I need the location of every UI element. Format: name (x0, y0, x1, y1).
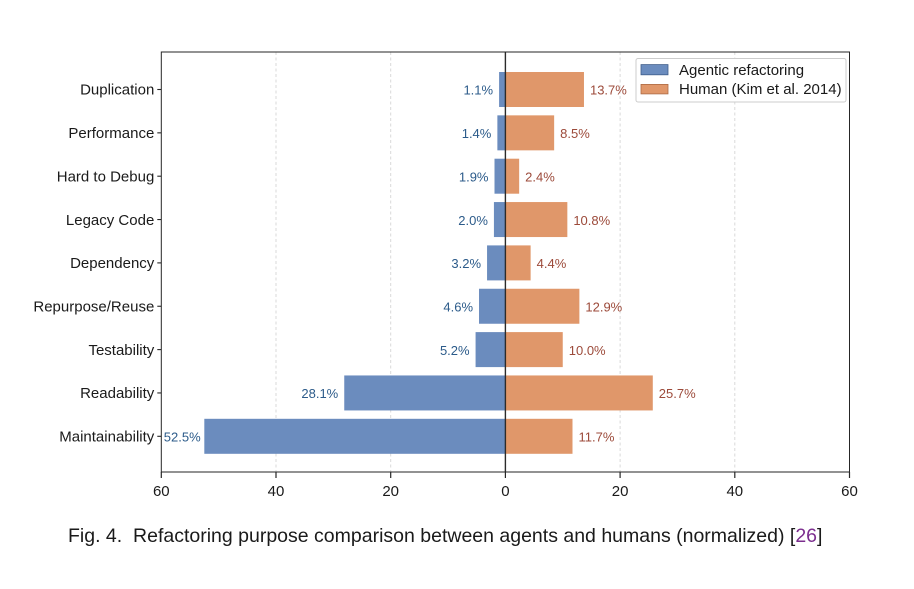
svg-text:40: 40 (268, 483, 285, 500)
svg-text:Duplication: Duplication (80, 82, 154, 99)
svg-text:Testability: Testability (88, 342, 154, 359)
svg-text:4.4%: 4.4% (537, 256, 567, 271)
svg-text:1.9%: 1.9% (459, 169, 489, 184)
svg-text:25.7%: 25.7% (659, 386, 696, 401)
svg-text:40: 40 (726, 483, 743, 500)
svg-text:Performance: Performance (68, 125, 154, 142)
svg-text:52.5%: 52.5% (164, 430, 201, 445)
svg-text:5.2%: 5.2% (440, 343, 470, 358)
svg-text:0: 0 (501, 483, 509, 500)
svg-text:4.6%: 4.6% (443, 299, 473, 314)
svg-text:Hard to Debug: Hard to Debug (57, 168, 155, 185)
svg-text:Repurpose/Reuse: Repurpose/Reuse (33, 298, 154, 315)
svg-text:1.4%: 1.4% (462, 126, 492, 141)
svg-text:12.9%: 12.9% (585, 299, 622, 314)
svg-text:10.8%: 10.8% (573, 213, 610, 228)
svg-text:Fig. 4. Refactoring purpose c: Fig. 4. Refactoring purpose comparison b… (68, 525, 822, 547)
svg-text:60: 60 (841, 483, 858, 500)
svg-text:13.7%: 13.7% (590, 83, 627, 98)
svg-text:Human (Kim et al. 2014): Human (Kim et al. 2014) (679, 81, 842, 98)
svg-text:20: 20 (382, 483, 399, 500)
svg-text:Dependency: Dependency (70, 255, 155, 272)
svg-text:10.0%: 10.0% (569, 343, 606, 358)
svg-text:Maintainability: Maintainability (59, 429, 155, 446)
svg-text:28.1%: 28.1% (301, 386, 338, 401)
svg-text:60: 60 (153, 483, 170, 500)
svg-text:1.1%: 1.1% (463, 83, 493, 98)
svg-text:3.2%: 3.2% (451, 256, 481, 271)
svg-text:2.4%: 2.4% (525, 169, 555, 184)
svg-text:Readability: Readability (80, 385, 155, 402)
svg-text:Legacy Code: Legacy Code (66, 212, 154, 229)
svg-text:2.0%: 2.0% (458, 213, 488, 228)
svg-text:8.5%: 8.5% (560, 126, 590, 141)
svg-text:11.7%: 11.7% (579, 430, 615, 445)
svg-text:20: 20 (612, 483, 629, 500)
svg-text:Agentic refactoring: Agentic refactoring (679, 62, 804, 79)
